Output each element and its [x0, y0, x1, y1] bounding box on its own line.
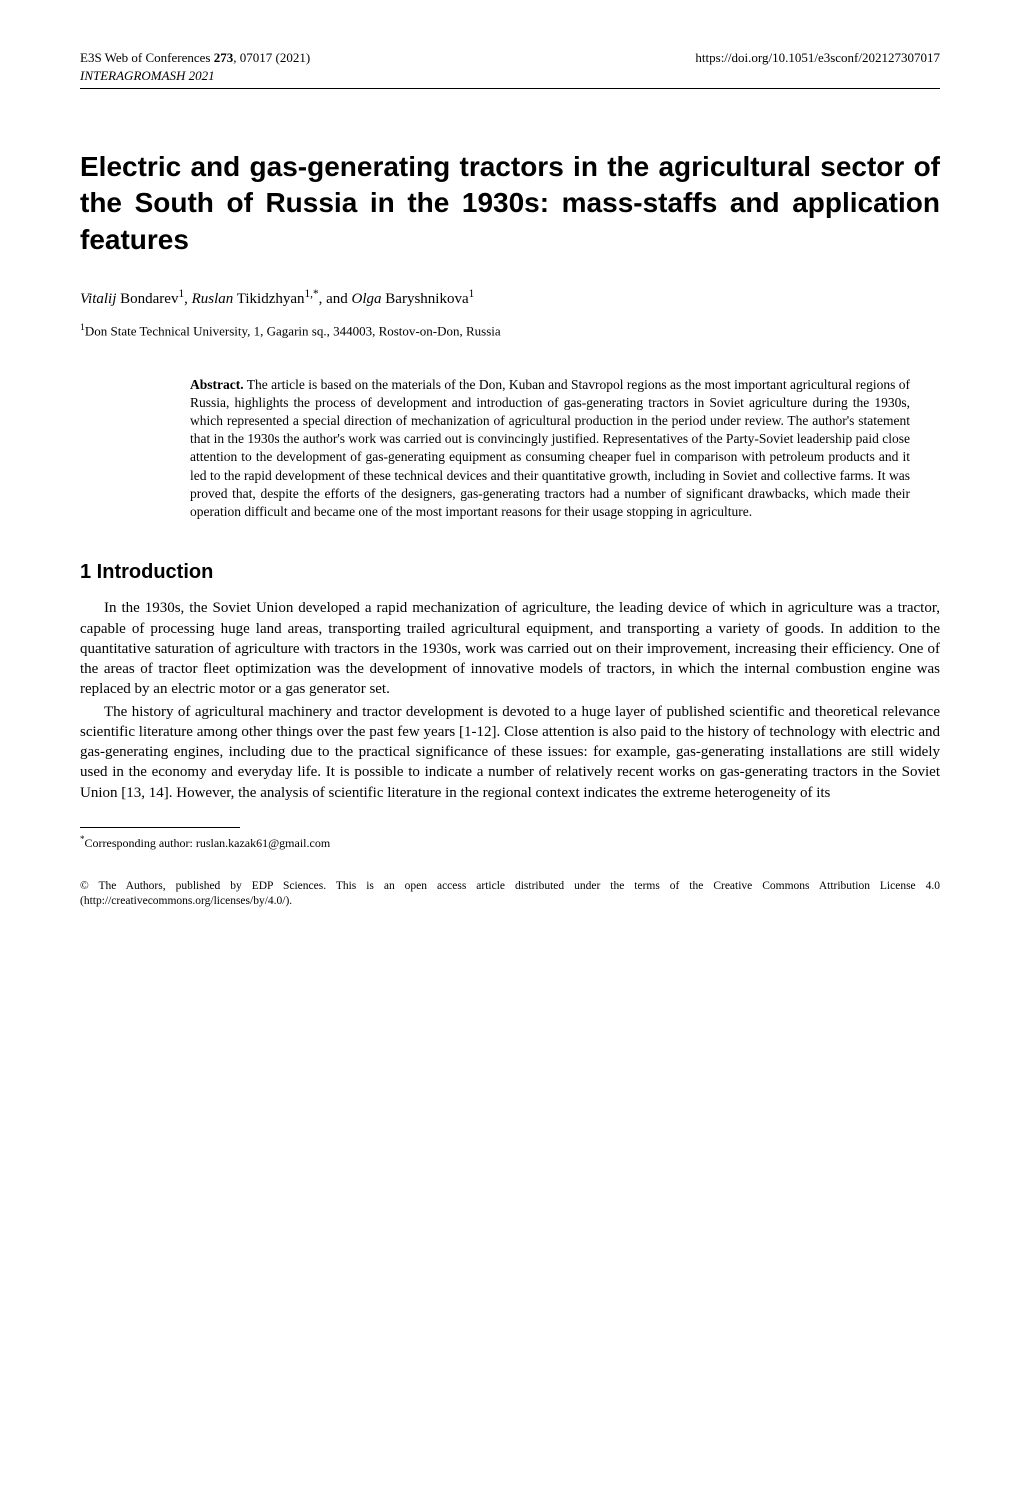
author3-first: Olga [352, 291, 382, 307]
footnote-text: Corresponding author: ruslan.kazak61@gma… [85, 836, 331, 850]
author1-last: Bondarev [120, 291, 178, 307]
footnote: *Corresponding author: ruslan.kazak61@gm… [80, 834, 940, 851]
article-title: Electric and gas-generating tractors in … [80, 149, 940, 258]
footnote-divider [80, 827, 240, 828]
page-header: E3S Web of Conferences 273, 07017 (2021)… [80, 50, 940, 66]
author1-first: Vitalij [80, 291, 116, 307]
author2-aff: 1,* [305, 288, 319, 300]
authors-line: Vitalij Bondarev1, Ruslan Tikidzhyan1,*,… [80, 288, 940, 308]
section1-para1: In the 1930s, the Soviet Union developed… [80, 598, 940, 699]
author3-last: Baryshnikova [385, 291, 468, 307]
article-number: 07017 (2021) [240, 50, 310, 65]
abstract-text: The article is based on the materials of… [190, 377, 910, 520]
section1-para2: The history of agricultural machinery an… [80, 702, 940, 803]
author3-aff: 1 [469, 288, 475, 300]
header-left: E3S Web of Conferences 273, 07017 (2021) [80, 50, 310, 66]
author2-last: Tikidzhyan [237, 291, 305, 307]
affiliation-text: Don State Technical University, 1, Gagar… [85, 324, 501, 339]
header-divider [80, 88, 940, 89]
abstract-block: Abstract. The article is based on the ma… [190, 376, 910, 522]
header-doi: https://doi.org/10.1051/e3sconf/20212730… [695, 50, 940, 66]
abstract-label: Abstract. [190, 377, 244, 392]
author2-first: Ruslan [192, 291, 234, 307]
license-text: © The Authors, published by EDP Sciences… [80, 879, 940, 909]
section1-heading: 1 Introduction [80, 561, 940, 584]
affiliation-line: 1Don State Technical University, 1, Gaga… [80, 322, 940, 339]
volume-number: 273 [214, 50, 234, 65]
conference-name: E3S Web of Conferences [80, 50, 210, 65]
journal-name: INTERAGROMASH 2021 [80, 68, 940, 84]
